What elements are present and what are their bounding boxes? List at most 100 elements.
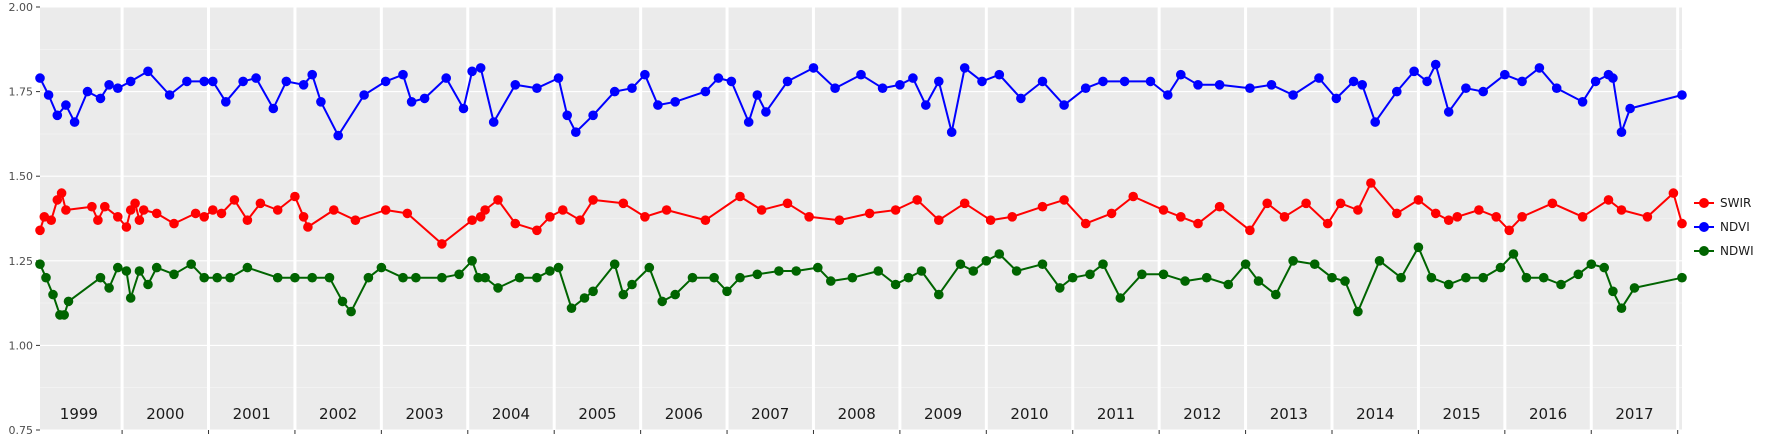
year-label: 2001	[233, 405, 271, 423]
data-point-ndwi	[627, 279, 637, 290]
data-point-ndwi	[1495, 262, 1506, 273]
data-point-ndwi	[113, 262, 123, 273]
data-point-ndvi	[95, 93, 106, 104]
data-point-swir	[864, 208, 875, 219]
data-point-ndwi	[1201, 272, 1212, 283]
data-point-ndvi	[670, 97, 680, 107]
data-point-ndwi	[1599, 262, 1609, 273]
data-point-swir	[1353, 205, 1363, 215]
data-point-ndwi	[1180, 276, 1190, 286]
data-point-swir	[229, 195, 240, 205]
data-point-ndwi	[968, 266, 979, 276]
data-point-swir	[100, 201, 110, 212]
data-point-ndwi	[63, 296, 74, 307]
data-point-ndwi	[272, 272, 283, 283]
data-point-ndvi	[1357, 80, 1367, 90]
data-point-swir	[700, 215, 711, 225]
data-point-ndwi	[473, 272, 484, 283]
data-point-ndvi	[143, 66, 153, 77]
data-point-swir	[804, 212, 814, 222]
data-point-ndvi	[713, 73, 724, 83]
data-point-ndvi	[743, 117, 754, 127]
data-point-ndvi	[1534, 63, 1545, 73]
data-point-swir	[380, 205, 391, 215]
data-point-swir	[1335, 198, 1346, 209]
data-point-ndwi	[346, 306, 356, 317]
data-point-ndvi	[994, 69, 1005, 80]
year-label: 2014	[1356, 405, 1394, 423]
data-point-swir	[1430, 208, 1441, 219]
data-point-swir	[1262, 198, 1272, 209]
data-point-ndwi	[545, 266, 555, 276]
data-point-ndvi	[1348, 76, 1359, 87]
data-point-swir	[1080, 218, 1091, 229]
year-label: 2013	[1270, 405, 1308, 423]
data-point-ndvi	[380, 76, 391, 87]
data-point-ndvi	[1392, 86, 1402, 97]
data-point-ndwi	[916, 266, 927, 276]
data-point-swir	[56, 188, 67, 198]
data-point-swir	[1392, 208, 1402, 219]
year-label: 2004	[492, 405, 530, 423]
data-point-ndvi	[1016, 93, 1026, 104]
data-point-swir	[959, 198, 970, 209]
data-point-ndvi	[406, 97, 417, 107]
data-point-ndwi	[579, 293, 590, 303]
data-point-swir	[1128, 191, 1138, 202]
data-point-ndwi	[994, 249, 1005, 259]
data-point-swir	[588, 195, 598, 205]
data-point-ndvi	[1288, 90, 1298, 100]
data-point-swir	[1547, 198, 1558, 209]
data-point-ndwi	[1586, 259, 1597, 270]
data-point-ndwi	[1067, 272, 1078, 283]
y-tick-label: 1.25	[9, 255, 34, 268]
data-point-ndvi	[1145, 76, 1156, 87]
data-point-swir	[618, 198, 629, 209]
data-point-ndvi	[1059, 100, 1069, 110]
data-point-ndvi	[1080, 83, 1091, 93]
data-point-ndwi	[1055, 283, 1065, 293]
data-point-ndvi	[182, 76, 192, 87]
data-point-ndwi	[1098, 259, 1108, 270]
year-label: 2010	[1010, 405, 1048, 423]
data-point-ndvi	[1430, 59, 1441, 70]
year-label: 2007	[751, 405, 789, 423]
data-point-ndvi	[43, 90, 54, 100]
data-point-ndvi	[268, 103, 279, 114]
data-point-ndvi	[1331, 93, 1342, 104]
data-point-ndwi	[48, 289, 58, 300]
data-point-swir	[329, 205, 339, 215]
data-point-swir	[1677, 218, 1687, 229]
data-point-ndwi	[566, 303, 577, 314]
legend-label-swir: SWIR	[1720, 196, 1751, 210]
data-point-ndvi	[1266, 80, 1277, 90]
year-label: 2006	[665, 405, 703, 423]
data-point-swir	[558, 205, 568, 215]
data-point-ndvi	[1245, 83, 1255, 93]
data-point-swir	[1301, 198, 1311, 209]
data-point-ndwi	[618, 289, 629, 300]
data-point-swir	[121, 222, 132, 232]
data-point-ndvi	[640, 69, 650, 80]
data-point-ndwi	[437, 272, 447, 283]
data-point-ndwi	[873, 266, 884, 276]
data-point-ndvi	[1677, 90, 1687, 100]
data-point-ndwi	[1223, 279, 1234, 290]
data-point-ndwi	[1426, 272, 1437, 283]
data-point-ndwi	[467, 255, 477, 266]
data-point-ndwi	[657, 296, 667, 307]
data-point-ndvi	[333, 130, 344, 141]
data-point-ndwi	[903, 272, 914, 283]
data-point-ndwi	[670, 289, 680, 300]
data-point-swir	[255, 198, 266, 209]
data-point-swir	[1616, 205, 1627, 215]
data-point-ndvi	[588, 110, 598, 121]
data-point-swir	[661, 205, 672, 215]
data-point-ndvi	[1409, 66, 1419, 77]
data-point-swir	[934, 215, 944, 225]
data-point-swir	[1366, 178, 1376, 188]
data-point-swir	[985, 215, 996, 225]
data-point-swir	[1517, 212, 1527, 222]
year-label: 2000	[146, 405, 184, 423]
data-point-ndvi	[830, 83, 840, 93]
